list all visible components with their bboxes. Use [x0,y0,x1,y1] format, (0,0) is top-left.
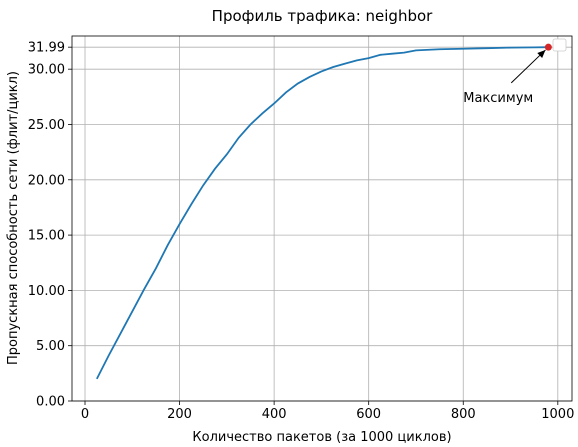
legend-box [552,38,567,52]
x-tick-label: 200 [167,407,192,422]
y-tick-label: 0.00 [36,395,65,410]
y-tick-label: 20.00 [28,173,65,188]
max-marker [544,43,552,51]
x-tick-label: 800 [451,407,476,422]
x-tick-label: 0 [81,407,89,422]
y-tick-label: 15.00 [28,229,65,244]
chart-title: Профиль трафика: neighbor [212,7,433,25]
y-tick-label: 30.00 [28,63,65,78]
data-line [96,46,549,380]
annotation: Максимум [463,91,533,106]
y-tick-label: 10.00 [28,284,65,299]
y-tick-label: 25.00 [28,118,65,133]
arrow-head [537,49,546,59]
x-tick-label: 1000 [541,407,574,422]
x-tick-label: 600 [356,407,381,422]
x-tick-label: 400 [262,407,287,422]
plot-frame [71,35,573,402]
y-tick-label: 31.99 [28,41,65,56]
y-axis-label: Пропускная способность сети (флит/цикл) [6,71,21,365]
x-axis-label: Количество пакетов (за 1000 циклов) [192,430,451,445]
y-tick-label: 5.00 [36,339,65,354]
